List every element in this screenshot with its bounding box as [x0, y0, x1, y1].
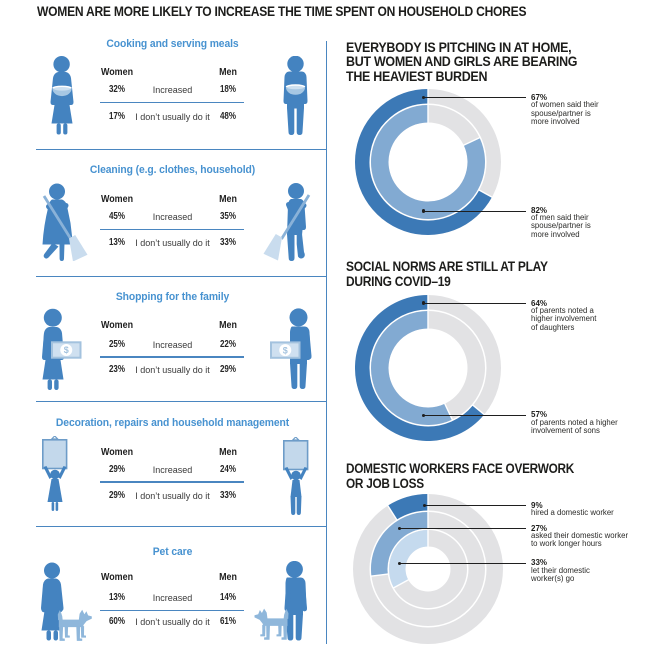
svg-text:$: $: [283, 345, 288, 355]
svg-text:$: $: [64, 345, 69, 355]
